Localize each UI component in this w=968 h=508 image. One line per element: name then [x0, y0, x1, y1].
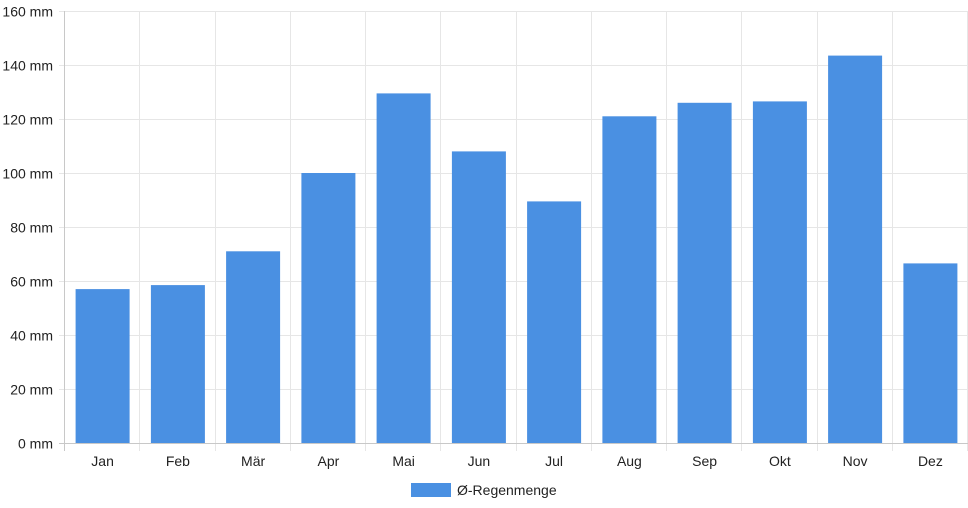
bar-mai[interactable]: [376, 93, 431, 444]
y-tick-label: 0 mm: [18, 436, 53, 452]
legend-swatch[interactable]: [411, 483, 451, 497]
bar-mär[interactable]: [226, 251, 281, 443]
bar-feb[interactable]: [150, 285, 205, 443]
y-tick-labels: 0 mm 20 mm 40 mm 60 mm 80 mm 100 mm 120 mm 140 …: [2, 4, 53, 452]
bar-nov[interactable]: [828, 55, 883, 443]
x-tick-label: Jan: [91, 453, 114, 469]
legend[interactable]: Ø-Regenmenge: [411, 482, 557, 498]
y-tick-label: 140 mm: [2, 58, 53, 74]
bar-sep[interactable]: [677, 102, 732, 444]
bar-jun[interactable]: [451, 151, 506, 443]
x-tick-label: Jun: [468, 453, 491, 469]
bar-apr[interactable]: [301, 173, 356, 443]
axes: [64, 11, 968, 444]
y-tick-label: 40 mm: [10, 328, 53, 344]
x-tick-label: Jul: [545, 453, 563, 469]
x-tick-labels: Jan Feb Mär Apr Mai Jun Jul Aug Sep Okt Nov Dez: [91, 453, 943, 469]
legend-label[interactable]: Ø-Regenmenge: [457, 482, 557, 498]
x-tick-label: Aug: [617, 453, 642, 469]
y-tick-label: 20 mm: [10, 382, 53, 398]
x-tick-label: Apr: [318, 453, 340, 469]
y-tick-label: 160 mm: [2, 4, 53, 20]
bar-jan[interactable]: [75, 289, 130, 443]
bar-okt[interactable]: [752, 101, 807, 444]
x-tick-label: Sep: [692, 453, 717, 469]
x-tick-label: Okt: [769, 453, 791, 469]
x-tick-label: Feb: [166, 453, 190, 469]
x-tick-label: Dez: [918, 453, 943, 469]
bars: [75, 55, 958, 444]
x-tick-label: Nov: [843, 453, 868, 469]
bar-jul[interactable]: [527, 201, 582, 443]
bar-dez[interactable]: [903, 263, 958, 443]
bar-aug[interactable]: [602, 116, 657, 444]
y-tick-label: 80 mm: [10, 220, 53, 236]
y-tick-label: 60 mm: [10, 274, 53, 290]
y-tick-label: 120 mm: [2, 112, 53, 128]
y-tick-label: 100 mm: [2, 166, 53, 182]
x-tick-label: Mai: [392, 453, 415, 469]
x-tick-label: Mär: [241, 453, 265, 469]
